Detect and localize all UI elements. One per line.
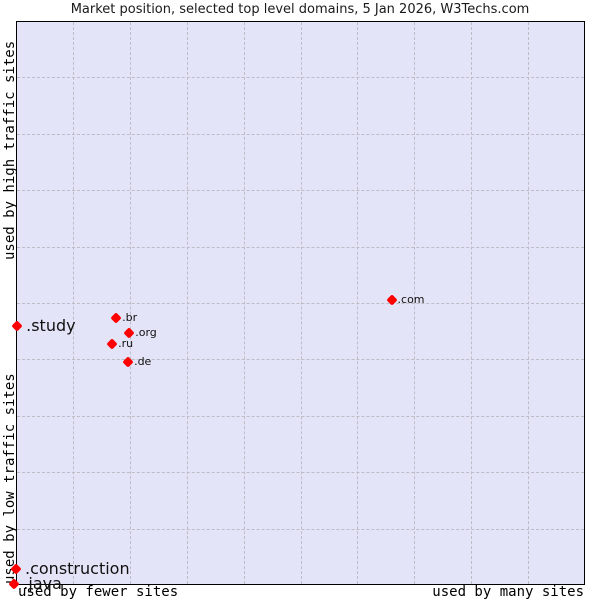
data-point-label: .org <box>135 325 157 339</box>
data-point-label: .de <box>134 355 152 369</box>
grid-line-horizontal <box>17 303 584 304</box>
data-point-label: .construction <box>25 559 130 579</box>
chart-title: Market position, selected top level doma… <box>70 2 530 17</box>
data-point-label: .java <box>23 573 62 593</box>
data-point-label: .com <box>397 293 425 307</box>
grid-line-vertical <box>528 22 530 584</box>
grid-line-vertical <box>357 22 359 584</box>
x-axis-label-left: used by fewer sites <box>18 584 179 600</box>
plot-area <box>16 21 585 585</box>
grid-line-vertical <box>414 22 416 584</box>
grid-line-horizontal <box>17 415 584 417</box>
grid-line-vertical <box>471 22 473 584</box>
x-axis-label-right: used by many sites <box>432 584 584 600</box>
data-point-label: .study <box>26 316 76 336</box>
grid-line-horizontal <box>17 472 584 474</box>
y-axis-label-bottom: used by low traffic sites <box>2 373 18 584</box>
data-point-label: .br <box>122 310 138 324</box>
grid-line-horizontal <box>17 359 584 361</box>
grid-line-horizontal <box>17 528 584 530</box>
y-axis-label-top: used by high traffic sites <box>2 40 18 260</box>
data-point-label: .ru <box>118 336 134 350</box>
